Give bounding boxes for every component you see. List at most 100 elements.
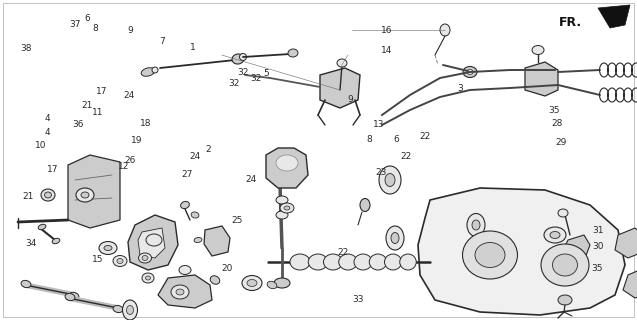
Text: 7: 7 xyxy=(159,37,165,46)
Ellipse shape xyxy=(247,279,257,286)
Ellipse shape xyxy=(142,255,148,260)
Polygon shape xyxy=(563,235,590,260)
Text: 33: 33 xyxy=(352,295,364,304)
Text: 35: 35 xyxy=(591,264,603,273)
Text: 18: 18 xyxy=(140,119,152,128)
Text: 10: 10 xyxy=(35,141,47,150)
Ellipse shape xyxy=(360,198,370,212)
Text: 22: 22 xyxy=(419,132,431,140)
Text: 23: 23 xyxy=(376,168,387,177)
Ellipse shape xyxy=(339,254,357,270)
Text: 15: 15 xyxy=(92,255,104,264)
Text: 35: 35 xyxy=(548,106,559,115)
Ellipse shape xyxy=(276,155,298,171)
Ellipse shape xyxy=(127,306,134,315)
Ellipse shape xyxy=(171,285,189,299)
Ellipse shape xyxy=(550,231,560,238)
Ellipse shape xyxy=(45,192,52,198)
Text: 6: 6 xyxy=(394,135,399,144)
Text: 5: 5 xyxy=(263,69,269,78)
Text: 24: 24 xyxy=(190,152,201,161)
Polygon shape xyxy=(68,155,120,228)
Ellipse shape xyxy=(210,276,220,284)
Text: 21: 21 xyxy=(82,101,93,110)
Text: 20: 20 xyxy=(222,264,233,273)
Text: 17: 17 xyxy=(96,87,107,96)
Ellipse shape xyxy=(232,54,244,64)
Ellipse shape xyxy=(385,173,395,187)
Ellipse shape xyxy=(138,253,152,263)
Ellipse shape xyxy=(276,196,288,204)
Text: 22: 22 xyxy=(400,152,412,161)
Text: 17: 17 xyxy=(47,165,58,174)
Polygon shape xyxy=(320,68,360,108)
Text: 31: 31 xyxy=(592,226,604,235)
Ellipse shape xyxy=(191,212,199,218)
Ellipse shape xyxy=(76,188,94,202)
Text: 27: 27 xyxy=(182,170,193,179)
Ellipse shape xyxy=(558,209,568,217)
Ellipse shape xyxy=(65,293,75,300)
Text: 30: 30 xyxy=(592,242,604,251)
Ellipse shape xyxy=(558,295,572,305)
Polygon shape xyxy=(128,215,178,270)
Text: 8: 8 xyxy=(366,135,372,144)
Ellipse shape xyxy=(38,224,46,230)
Ellipse shape xyxy=(113,255,127,267)
Text: 4: 4 xyxy=(45,114,50,123)
Text: 11: 11 xyxy=(92,108,104,116)
Ellipse shape xyxy=(354,254,372,270)
Ellipse shape xyxy=(472,220,480,230)
Text: 1: 1 xyxy=(190,43,196,52)
Ellipse shape xyxy=(391,233,399,244)
Ellipse shape xyxy=(308,254,328,270)
Ellipse shape xyxy=(267,281,277,289)
Polygon shape xyxy=(418,188,625,315)
Text: 22: 22 xyxy=(338,248,349,257)
Ellipse shape xyxy=(179,266,191,275)
Ellipse shape xyxy=(324,254,343,270)
Ellipse shape xyxy=(369,254,387,270)
Ellipse shape xyxy=(463,67,477,77)
Text: FR.: FR. xyxy=(559,15,582,28)
Text: 13: 13 xyxy=(373,120,384,129)
Text: 14: 14 xyxy=(381,46,392,55)
Ellipse shape xyxy=(176,289,184,295)
Ellipse shape xyxy=(194,237,202,243)
Text: 36: 36 xyxy=(72,120,83,129)
Ellipse shape xyxy=(400,254,416,270)
Text: 16: 16 xyxy=(381,26,392,35)
Ellipse shape xyxy=(379,166,401,194)
Ellipse shape xyxy=(117,259,123,263)
Ellipse shape xyxy=(385,254,401,270)
Ellipse shape xyxy=(552,254,578,276)
Ellipse shape xyxy=(145,276,150,280)
Text: 19: 19 xyxy=(131,136,142,145)
Ellipse shape xyxy=(462,231,517,279)
Ellipse shape xyxy=(41,189,55,201)
Ellipse shape xyxy=(544,227,566,243)
Text: 2: 2 xyxy=(206,145,211,154)
Polygon shape xyxy=(615,228,637,258)
Ellipse shape xyxy=(113,305,123,313)
Text: 4: 4 xyxy=(45,128,50,137)
Polygon shape xyxy=(138,228,165,258)
Ellipse shape xyxy=(276,211,288,219)
Polygon shape xyxy=(204,226,230,256)
Ellipse shape xyxy=(21,280,31,288)
Polygon shape xyxy=(158,275,212,308)
Ellipse shape xyxy=(104,245,112,251)
Text: 28: 28 xyxy=(551,119,562,128)
Ellipse shape xyxy=(122,300,138,320)
Text: 3: 3 xyxy=(457,84,463,92)
Ellipse shape xyxy=(337,59,347,67)
Ellipse shape xyxy=(242,276,262,291)
Ellipse shape xyxy=(69,292,79,300)
Ellipse shape xyxy=(99,242,117,254)
Text: 37: 37 xyxy=(69,20,80,29)
Text: 29: 29 xyxy=(555,138,567,147)
Text: 26: 26 xyxy=(124,156,136,164)
Text: 9: 9 xyxy=(127,26,133,35)
Ellipse shape xyxy=(274,278,290,288)
Text: 21: 21 xyxy=(22,192,34,201)
